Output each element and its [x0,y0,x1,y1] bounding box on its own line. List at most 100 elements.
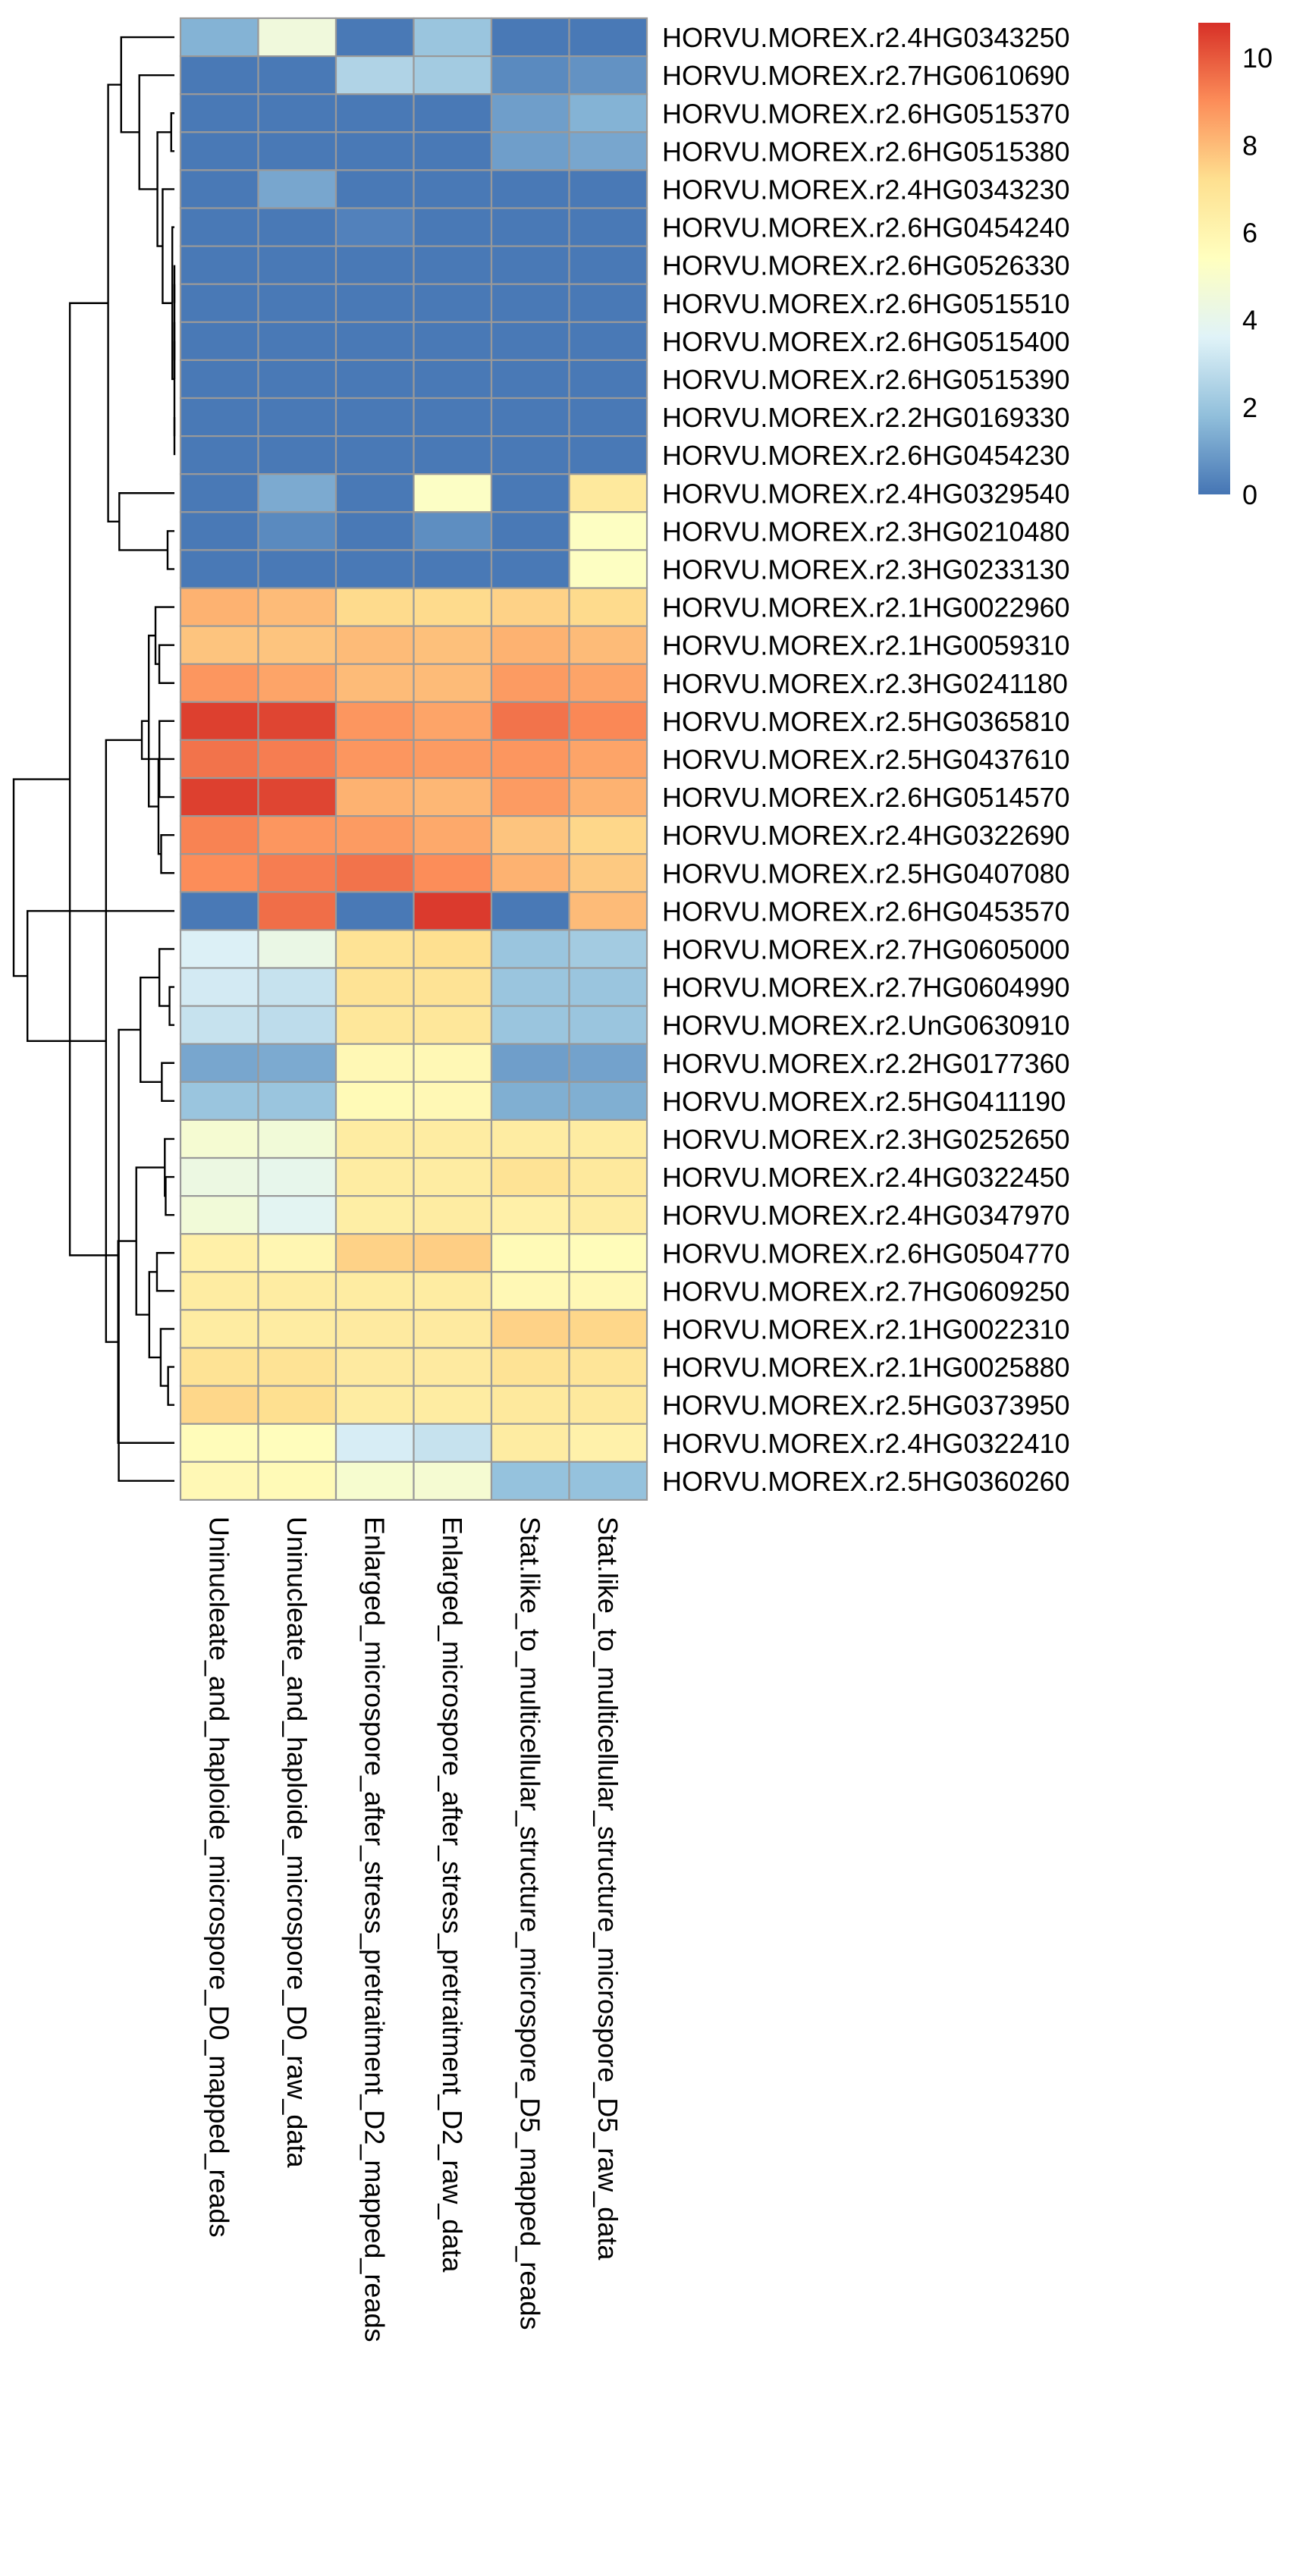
heatmap-cell [334,1423,415,1463]
row-label: HORVU.MOREX.r2.3HG0252650 [662,1124,1070,1155]
row-label: HORVU.MOREX.r2.3HG0241180 [662,668,1068,699]
heatmap-cell [413,1119,493,1159]
row-dendrogram [12,36,176,1483]
heatmap-cell [334,1081,415,1122]
heatmap-cell [257,814,337,855]
heatmap-cell [413,397,493,438]
heatmap-cell [413,207,493,247]
row-label: HORVU.MOREX.r2.3HG0210480 [662,516,1070,547]
heatmap-cell [490,473,570,513]
heatmap-cell [490,93,570,133]
dendrogram-link [12,778,71,977]
heatmap-cell [179,663,259,703]
row-label: HORVU.MOREX.r2.5HG0360260 [662,1466,1070,1497]
heatmap-cell [179,245,259,285]
heatmap-cell [334,587,415,627]
heatmap-cell [490,777,570,817]
heatmap-cell [568,1271,648,1311]
heatmap-cell [179,169,259,209]
heatmap-cell [334,435,415,475]
heatmap-cell [257,1233,337,1273]
heatmap-cell [490,283,570,323]
heatmap-cell [490,169,570,209]
row-label: HORVU.MOREX.r2.6HG0514570 [662,782,1070,813]
heatmap-cell [568,435,648,475]
dendrogram-link [26,910,174,1042]
heatmap-cell [257,1043,337,1083]
heatmap-cell [490,814,570,855]
dendrogram-link [158,644,174,684]
heatmap-cell [490,739,570,780]
row-label: HORVU.MOREX.r2.5HG0407080 [662,858,1070,889]
heatmap-cell [568,891,648,931]
heatmap-cell [568,1194,648,1235]
dendrogram-link [165,1175,174,1216]
heatmap-cell [257,853,337,893]
heatmap-cell [334,1309,415,1349]
row-label: HORVU.MOREX.r2.4HG0322690 [662,820,1070,851]
heatmap-cell [257,321,337,361]
heatmap-cell [568,739,648,780]
heatmap-cell [179,814,259,855]
heatmap-cell [568,1347,648,1387]
heatmap-cell [257,511,337,551]
heatmap-cell [413,1423,493,1463]
row-label: HORVU.MOREX.r2.1HG0022310 [662,1313,1070,1344]
row-label: HORVU.MOREX.r2.6HG0526330 [662,250,1070,281]
heatmap-cell [334,397,415,438]
row-label: HORVU.MOREX.r2.4HG0347970 [662,1200,1070,1231]
heatmap-cell [179,1347,259,1387]
row-label: HORVU.MOREX.r2.6HG0515380 [662,136,1070,167]
heatmap-cell [179,891,259,931]
heatmap-cell [568,701,648,741]
heatmap-cell [257,1156,337,1197]
heatmap-cell [490,587,570,627]
heatmap-cell [413,739,493,780]
dendrogram-link [164,1137,174,1197]
row-label: HORVU.MOREX.r2.5HG0365810 [662,706,1070,737]
heatmap-cell [334,93,415,133]
heatmap-cell [334,1347,415,1387]
heatmap-cell [257,891,337,931]
heatmap-cell [334,1194,415,1235]
heatmap-cell [334,739,415,780]
heatmap-cell [568,93,648,133]
heatmap-cell [334,1461,415,1501]
heatmap-cell [179,1385,259,1425]
heatmap-cell [179,1233,259,1273]
dendrogram-link [160,833,174,874]
heatmap-cell [257,17,337,58]
heatmap-cell [568,1119,648,1159]
heatmap-cell [179,1309,259,1349]
row-label: HORVU.MOREX.r2.4HG0329540 [662,478,1070,509]
heatmap-cell [334,245,415,285]
heatmap-cell [568,587,648,627]
heatmap-cell [490,1233,570,1273]
heatmap-cell [413,131,493,171]
heatmap-cell [257,1005,337,1045]
row-label: HORVU.MOREX.r2.5HG0373950 [662,1390,1070,1421]
heatmap-cell [334,929,415,969]
dendrogram-link [166,530,174,570]
dendrogram-link [118,1028,174,1483]
heatmap-cell [257,435,337,475]
heatmap-cell [334,663,415,703]
heatmap-cell [490,891,570,931]
heatmap-cell [413,1194,493,1235]
heatmap-cell [334,17,415,58]
row-label: HORVU.MOREX.r2.UnG0630910 [662,1010,1070,1041]
heatmap-cell [568,814,648,855]
dendrogram-link [161,1062,174,1103]
heatmap-cell [179,701,259,741]
heatmap-cell [257,701,337,741]
heatmap-cell [490,321,570,361]
heatmap-cell [490,625,570,665]
row-label: HORVU.MOREX.r2.4HG0343230 [662,174,1070,205]
row-label: HORVU.MOREX.r2.1HG0059310 [662,630,1070,661]
heatmap-cell [568,245,648,285]
row-label: HORVU.MOREX.r2.7HG0609250 [662,1275,1070,1307]
heatmap-cell [568,1423,648,1463]
heatmap-cell [334,1271,415,1311]
heatmap-cell [334,1385,415,1425]
heatmap-cell [568,131,648,171]
